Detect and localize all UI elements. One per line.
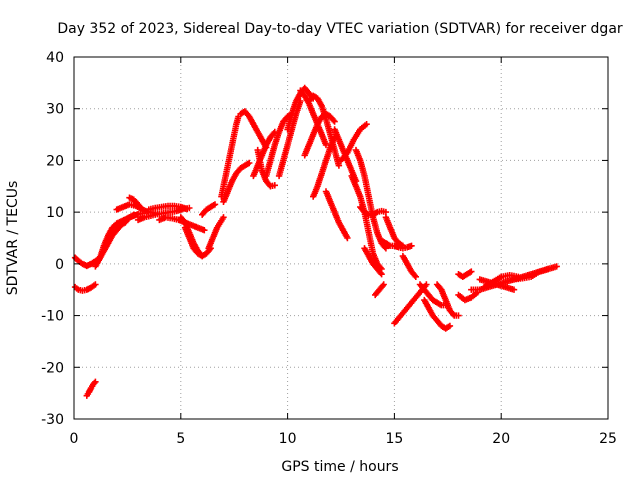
data-point bbox=[408, 242, 415, 249]
y-tick-label: 40 bbox=[46, 50, 64, 66]
ticks-layer: 0 5 10 15 20 25 -30 -20 -10 0 10 20 30 40 bbox=[41, 50, 617, 447]
x-tick-label: 15 bbox=[385, 431, 403, 447]
data-point bbox=[201, 227, 208, 234]
data-point bbox=[380, 281, 387, 288]
data-point bbox=[271, 182, 278, 189]
chart-title: Day 352 of 2023, Sidereal Day-to-day VTE… bbox=[57, 21, 623, 37]
data-point bbox=[92, 281, 99, 288]
data-point bbox=[449, 311, 457, 318]
data-point bbox=[92, 378, 99, 385]
plot-frame bbox=[73, 56, 609, 420]
x-axis-label: GPS time / hours bbox=[281, 459, 398, 475]
y-tick-label: 30 bbox=[46, 102, 64, 118]
y-tick-label: -30 bbox=[41, 412, 64, 428]
data-point bbox=[446, 322, 454, 330]
y-tick-label: -20 bbox=[41, 360, 64, 376]
data-point bbox=[411, 272, 418, 279]
data-point bbox=[378, 271, 385, 278]
x-tick-label: 5 bbox=[176, 431, 185, 447]
y-tick-label: -10 bbox=[41, 309, 64, 325]
data-point bbox=[331, 118, 338, 125]
data-point bbox=[91, 379, 98, 387]
data-point bbox=[363, 121, 370, 128]
data-point bbox=[322, 141, 330, 149]
data-point bbox=[211, 201, 219, 208]
data-point bbox=[344, 234, 351, 242]
data-point bbox=[379, 282, 386, 289]
data-point bbox=[377, 269, 384, 277]
data-point bbox=[184, 205, 191, 213]
x-tick-label: 10 bbox=[279, 431, 297, 447]
x-tick-label: 25 bbox=[599, 431, 617, 447]
data-point bbox=[455, 312, 462, 319]
data-point bbox=[423, 281, 430, 288]
x-tick-label: 20 bbox=[492, 431, 510, 447]
y-tick-label: 20 bbox=[46, 153, 64, 169]
data-point bbox=[510, 286, 518, 293]
data-point bbox=[330, 117, 337, 124]
x-tick-label: 0 bbox=[70, 431, 79, 447]
y-tick-label: 0 bbox=[55, 257, 64, 273]
y-axis-label: SDTVAR / TECUs bbox=[5, 181, 21, 296]
data-point bbox=[553, 263, 560, 270]
grid-layer bbox=[74, 57, 608, 419]
data-point bbox=[468, 268, 475, 275]
data-points-layer bbox=[71, 84, 560, 399]
data-point bbox=[412, 273, 419, 280]
data-point bbox=[220, 214, 227, 221]
y-tick-label: 10 bbox=[46, 205, 64, 221]
data-point bbox=[335, 162, 343, 169]
data-point bbox=[246, 159, 253, 167]
